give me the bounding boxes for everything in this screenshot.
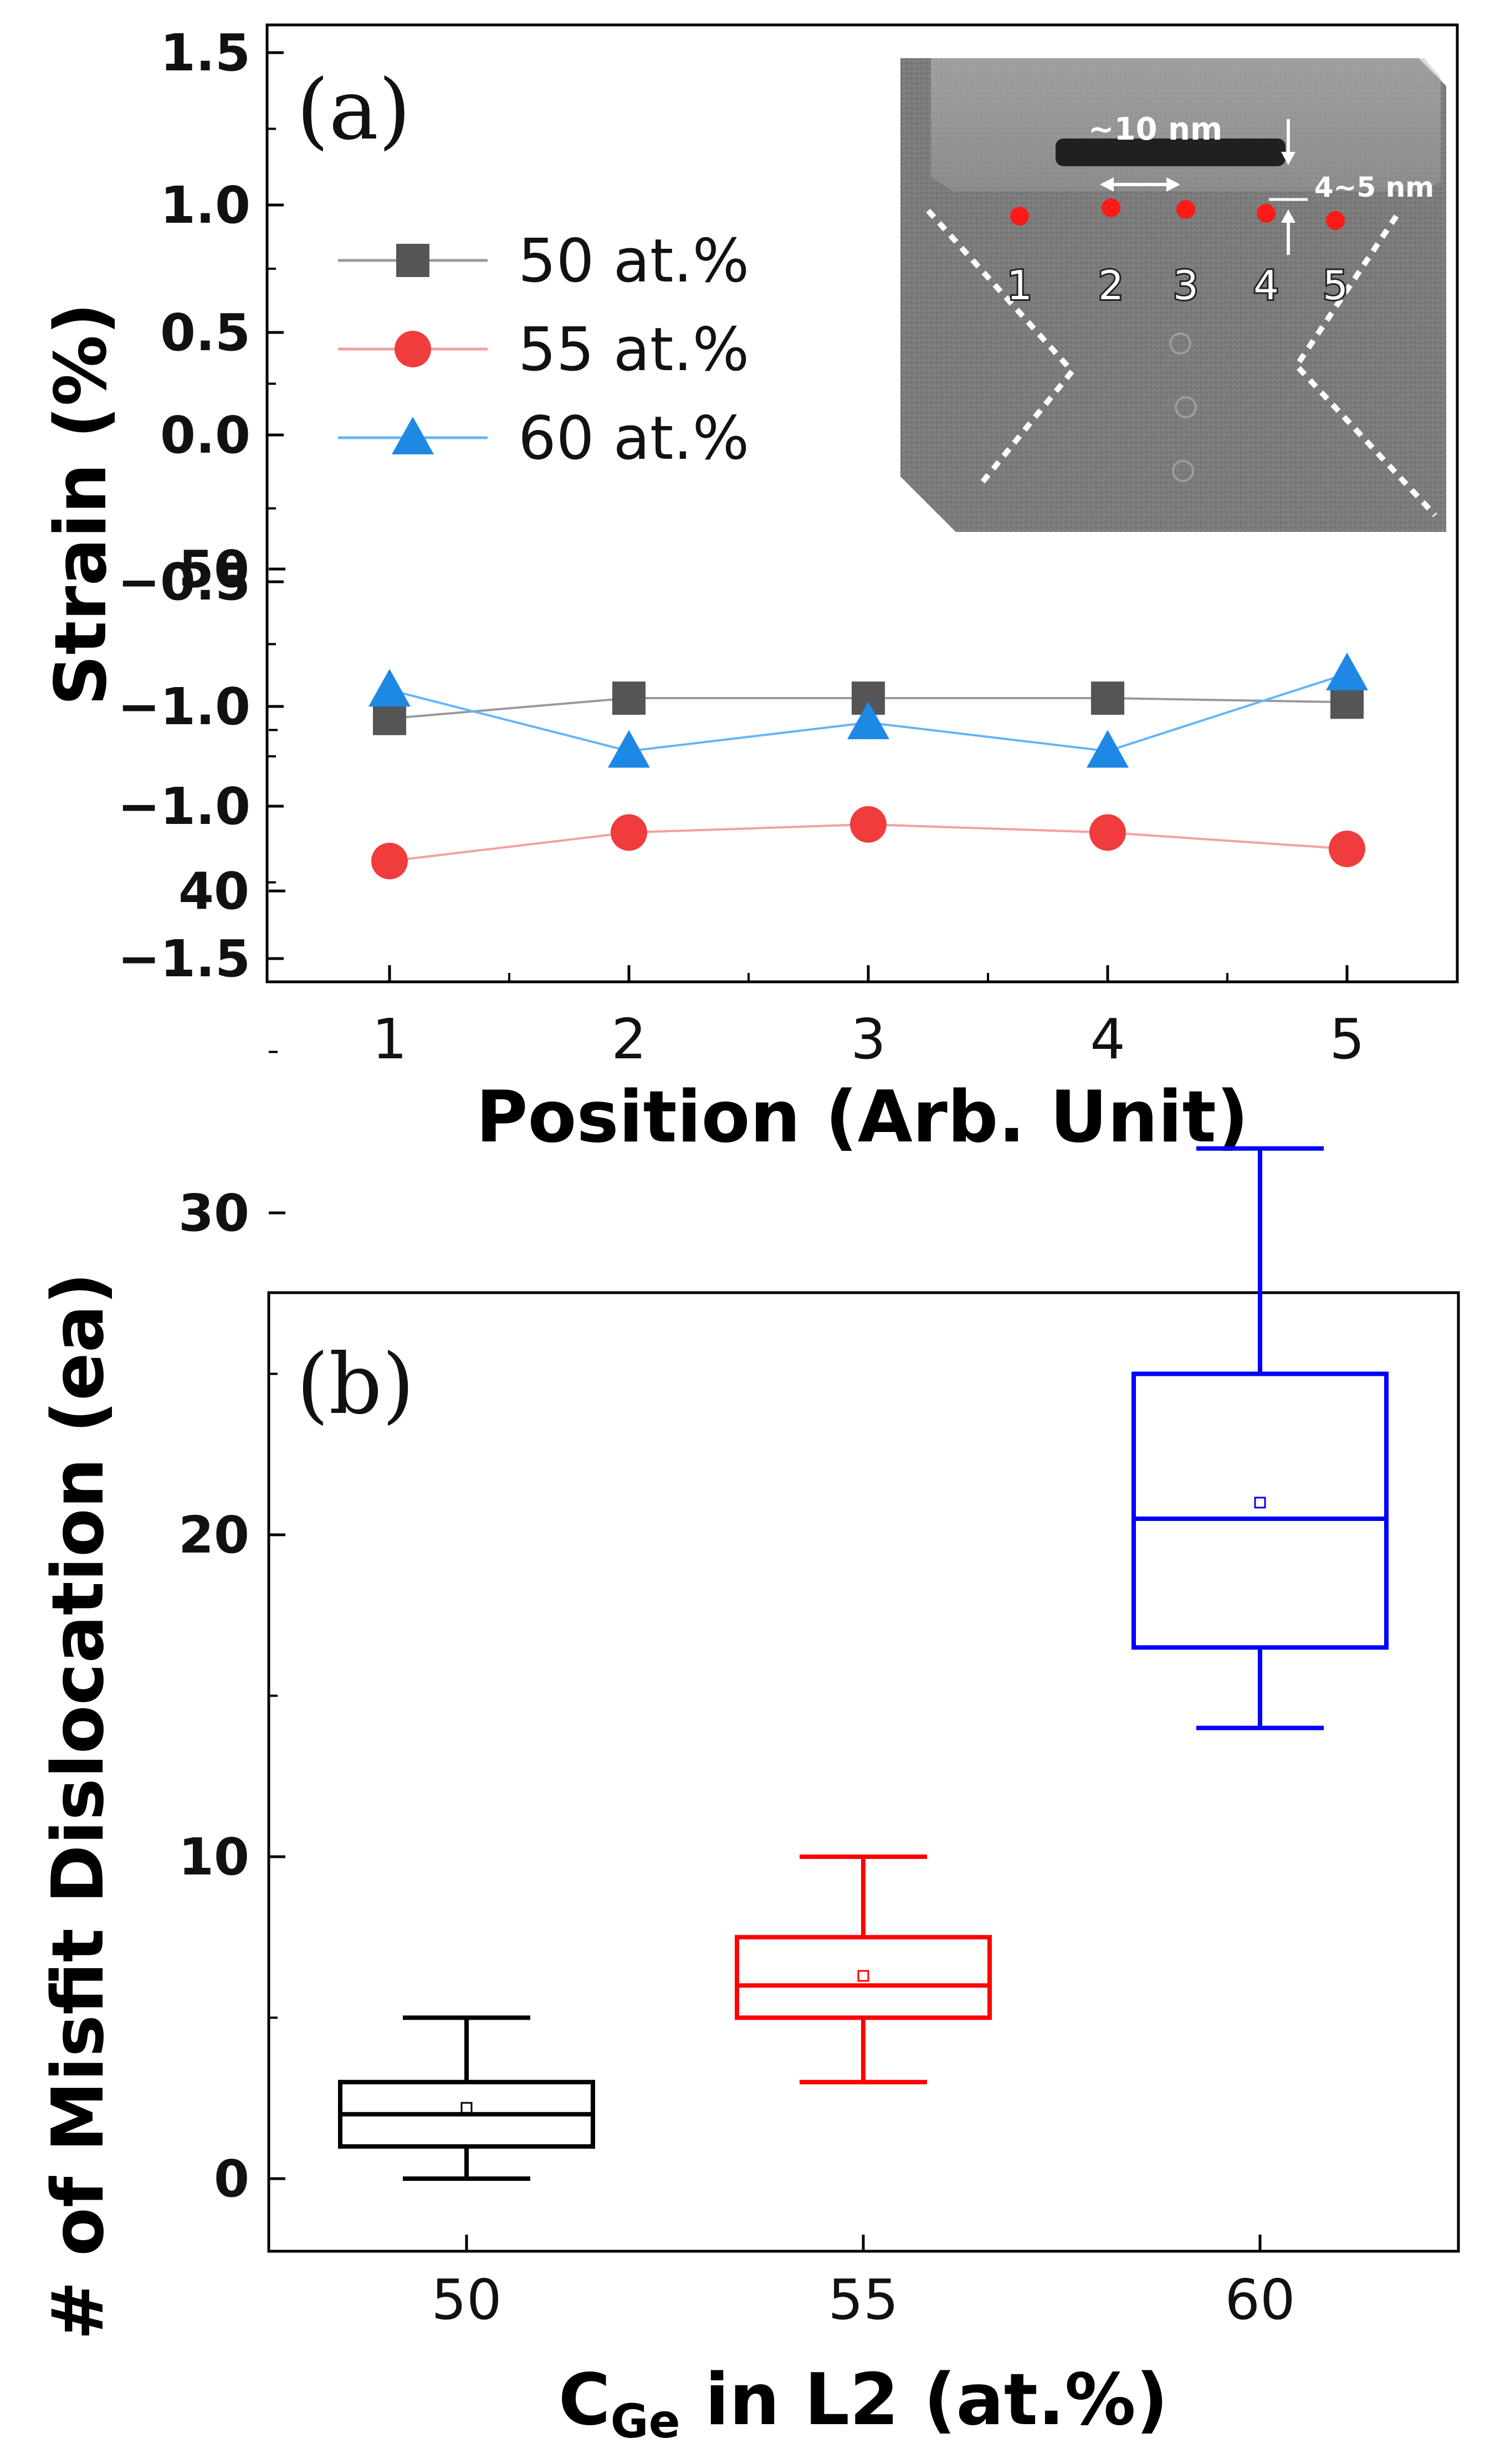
panel-b-x-tick-labels: 50 55 60: [431, 2267, 1295, 2332]
inset-arrowhead-right: [1166, 177, 1180, 192]
panel-b-label: (b): [296, 1336, 414, 1433]
panel-a-y-tick-marks: [267, 51, 284, 960]
box-60: [1131, 1146, 1389, 1730]
inset-point-marker: [1176, 200, 1195, 219]
legend-marker-circle: [395, 331, 431, 367]
y-tick-label: 0.0: [160, 406, 250, 465]
data-point-triangle: [368, 669, 411, 707]
legend-label: 50 at.%: [518, 227, 749, 296]
data-point-circle: [1329, 830, 1365, 867]
panel-a-label: (a): [296, 62, 411, 158]
y-tick-label: −1.0: [117, 777, 250, 836]
box-55: [735, 1855, 992, 2084]
inset-faint-ring: [1175, 396, 1197, 418]
panel-b-y-tick-labels: 0 10 20 30 40 50: [178, 540, 249, 2209]
inset-point-marker: [1326, 211, 1345, 230]
data-point-square: [1330, 685, 1364, 719]
inset-faint-ring: [1172, 460, 1194, 482]
y-tick-label: −1.5: [117, 929, 250, 988]
panel-a-series-layer: [368, 652, 1368, 879]
inset-point-label: 1: [1007, 262, 1032, 309]
panel-b-box-layer: [338, 1146, 1389, 2181]
x-tick-label: 2: [611, 1007, 647, 1072]
x-tick-label: 1: [372, 1007, 407, 1072]
panel-a-legend: 50 at.% 55 at.% 60 at.%: [338, 227, 749, 473]
legend-label: 60 at.%: [518, 404, 749, 473]
x-title-rest: in L2 (at.%): [680, 2359, 1169, 2441]
legend-marker-triangle: [392, 417, 434, 454]
inset-point-marker: [1010, 207, 1029, 226]
inset-point-label: 2: [1098, 262, 1124, 309]
data-point-square: [1091, 682, 1124, 715]
y-tick-label: 1.5: [160, 23, 250, 83]
mean-marker: [460, 2102, 473, 2114]
data-point-circle: [1089, 814, 1126, 851]
y-tick-label: 0: [214, 2149, 249, 2209]
panel-a-y-axis-title: Strain (%): [40, 303, 122, 706]
inset-left-boundary: [926, 208, 1076, 490]
x-tick-label: 5: [1329, 1007, 1365, 1072]
y-tick-label: 20: [178, 1505, 249, 1565]
inset-arrowhead-down: [1281, 152, 1295, 165]
box-iqr: [735, 1935, 992, 2020]
data-point-circle: [611, 814, 647, 851]
inset-point-label: 4: [1253, 262, 1279, 309]
y-tick-label: 0.5: [160, 303, 250, 362]
inset-point-labels: 1 2 3 4 5: [1005, 260, 1350, 310]
panel-a-x-tick-labels: 1 2 3 4 5: [372, 1007, 1365, 1072]
panel-b-x-tick-marks: [465, 2235, 1262, 2251]
legend-marker-square: [396, 244, 429, 277]
panel-b-x-axis-title: CGe in L2 (at.%): [559, 2359, 1169, 2448]
y-tick-label: −1.0: [117, 677, 250, 736]
inset-arrowhead-up: [1281, 209, 1295, 223]
inset-point-marker: [1257, 204, 1276, 223]
x-title-subscript: Ge: [611, 2394, 680, 2448]
box-iqr: [1131, 1371, 1389, 1650]
inset-arrowhead-left: [1100, 177, 1114, 192]
data-point-circle: [371, 843, 408, 879]
legend-label: 55 at.%: [518, 315, 749, 385]
x-tick-label: 60: [1225, 2267, 1295, 2332]
y-tick-label: 30: [178, 1184, 249, 1243]
data-point-triangle: [1087, 730, 1129, 768]
box-50: [338, 2015, 595, 2181]
inset-dimension-top: ~10 nm: [1088, 111, 1223, 147]
inset-point-marker: [1102, 198, 1120, 217]
x-tick-label: 3: [851, 1007, 886, 1072]
panel-a-y-tick-labels: 1.5 1.0 0.5 0.0 −0.5 −1.0 −1.0 −1.5: [117, 23, 250, 988]
y-tick-label: 1.0: [160, 176, 250, 235]
x-tick-label: 50: [431, 2267, 501, 2332]
inset-point-label: 5: [1323, 262, 1348, 309]
data-point-triangle: [1326, 652, 1368, 690]
mean-marker: [857, 1970, 869, 1982]
y-tick-label: 50: [178, 540, 249, 599]
data-point-triangle: [608, 730, 650, 768]
panel-a-x-axis-title: Position (Arb. Unit): [476, 1076, 1249, 1159]
panel-a-x-tick-marks: [388, 965, 1349, 982]
inset-faint-ring: [1169, 332, 1191, 355]
panel-b-plot-frame: [267, 1291, 1460, 2253]
data-point-triangle: [847, 701, 889, 740]
inset-point-label: 3: [1173, 262, 1199, 309]
x-tick-label: 55: [828, 2267, 898, 2332]
data-point-square: [612, 682, 646, 715]
x-tick-label: 4: [1090, 1007, 1125, 1072]
inset-measurement-points: [1010, 198, 1345, 230]
data-point-circle: [850, 806, 887, 843]
panel-b-y-axis-title: # of Misfit Dislocation (ea): [37, 1272, 120, 2340]
panel-a-plot-frame: [265, 23, 1459, 983]
y-tick-label: 40: [178, 862, 249, 921]
y-tick-label: 10: [178, 1827, 249, 1887]
tem-inset: ~10 nm 4~5 nm 1 2 3 4 5: [900, 58, 1446, 532]
mean-marker: [1254, 1497, 1266, 1509]
x-title-main: C: [559, 2359, 611, 2441]
inset-spacer-bar: [1056, 139, 1286, 166]
panel-b-y-tick-marks: [269, 567, 285, 2180]
inset-dimension-right: 4~5 nm: [1314, 171, 1435, 203]
data-point-square: [373, 701, 406, 735]
y-tick-label: −0.5: [117, 552, 250, 612]
